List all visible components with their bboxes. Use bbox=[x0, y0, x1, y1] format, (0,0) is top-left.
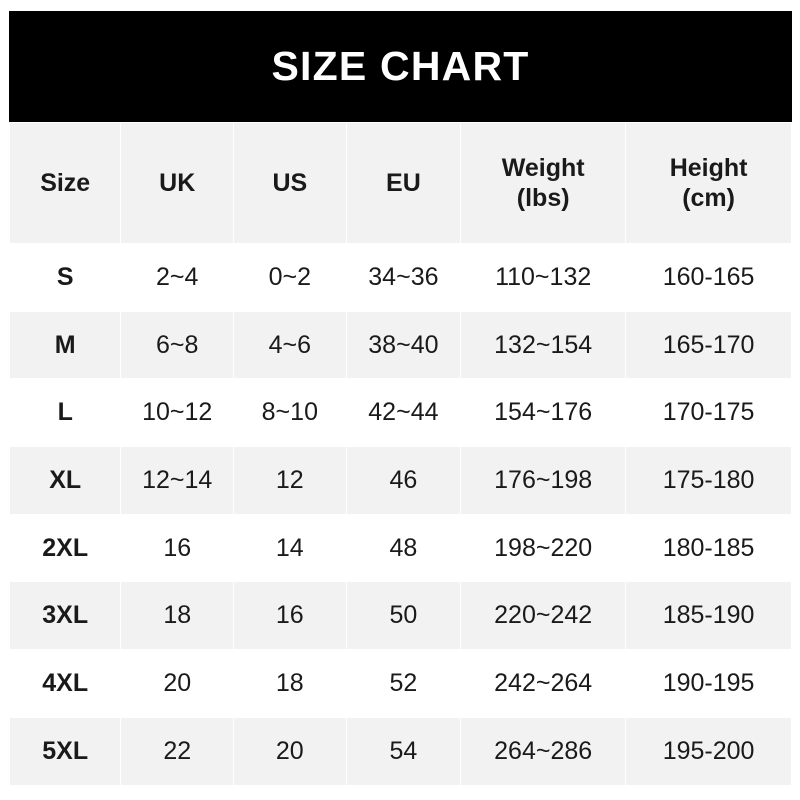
column-header-size-line1: Size bbox=[40, 168, 91, 197]
table-header-row: Size UK US EU Weight (lbs) Height (cm) bbox=[8, 122, 792, 244]
column-header-height-line1: Height bbox=[669, 153, 748, 182]
cell-weight: 264~286 bbox=[460, 716, 627, 786]
cell-size: 2XL bbox=[8, 513, 122, 583]
column-header-uk: UK bbox=[120, 122, 235, 244]
column-header-size: Size bbox=[8, 122, 122, 244]
cell-weight: 110~132 bbox=[460, 243, 627, 312]
cell-weight: 132~154 bbox=[460, 310, 627, 380]
cell-uk: 6~8 bbox=[120, 310, 235, 380]
cell-us: 4~6 bbox=[233, 310, 347, 380]
cell-uk: 20 bbox=[120, 649, 235, 718]
title-banner: SIZE CHART bbox=[9, 11, 792, 122]
column-header-eu: EU bbox=[345, 122, 462, 244]
column-header-weight-line2: (lbs) bbox=[516, 184, 570, 212]
cell-eu: 48 bbox=[345, 513, 462, 583]
cell-eu: 42~44 bbox=[345, 378, 462, 448]
cell-uk: 18 bbox=[120, 581, 235, 651]
cell-eu: 50 bbox=[345, 581, 462, 651]
cell-us: 8~10 bbox=[233, 378, 347, 448]
cell-us: 14 bbox=[233, 513, 347, 583]
cell-size: XL bbox=[8, 446, 122, 515]
cell-height: 180-185 bbox=[625, 513, 792, 583]
cell-us: 0~2 bbox=[233, 243, 347, 312]
table-row: 2XL 16 14 48 198~220 180-185 bbox=[8, 513, 792, 583]
column-header-eu-line1: EU bbox=[386, 168, 421, 197]
cell-uk: 10~12 bbox=[120, 378, 235, 448]
cell-eu: 52 bbox=[345, 649, 462, 718]
table-row: 5XL 22 20 54 264~286 195-200 bbox=[8, 716, 792, 786]
cell-us: 20 bbox=[233, 716, 347, 786]
cell-uk: 2~4 bbox=[120, 243, 235, 312]
cell-size: L bbox=[8, 378, 122, 448]
column-header-weight-line1: Weight bbox=[501, 153, 585, 182]
column-header-weight: Weight (lbs) bbox=[460, 122, 627, 244]
page-title: SIZE CHART bbox=[271, 43, 530, 89]
cell-height: 170-175 bbox=[625, 378, 792, 448]
table-row: L 10~12 8~10 42~44 154~176 170-175 bbox=[8, 378, 792, 448]
column-header-uk-line1: UK bbox=[159, 168, 196, 197]
cell-uk: 12~14 bbox=[120, 446, 235, 515]
column-header-height: Height (cm) bbox=[625, 122, 792, 244]
cell-uk: 22 bbox=[120, 716, 235, 786]
cell-size: 4XL bbox=[8, 649, 122, 718]
cell-size: 3XL bbox=[8, 581, 122, 651]
cell-size: S bbox=[8, 243, 122, 312]
cell-weight: 198~220 bbox=[460, 513, 627, 583]
cell-size: 5XL bbox=[8, 716, 122, 786]
cell-us: 18 bbox=[233, 649, 347, 718]
cell-size: M bbox=[8, 310, 122, 380]
cell-eu: 34~36 bbox=[345, 243, 462, 312]
cell-eu: 46 bbox=[345, 446, 462, 515]
cell-us: 12 bbox=[233, 446, 347, 515]
table-row: 3XL 18 16 50 220~242 185-190 bbox=[8, 581, 792, 651]
table-row: M 6~8 4~6 38~40 132~154 165-170 bbox=[8, 310, 792, 380]
size-chart-table: Size UK US EU Weight (lbs) Height (cm) bbox=[8, 122, 792, 786]
cell-weight: 220~242 bbox=[460, 581, 627, 651]
cell-eu: 38~40 bbox=[345, 310, 462, 380]
cell-uk: 16 bbox=[120, 513, 235, 583]
cell-height: 165-170 bbox=[625, 310, 792, 380]
column-header-us: US bbox=[233, 122, 347, 244]
table-row: XL 12~14 12 46 176~198 175-180 bbox=[8, 446, 792, 515]
cell-us: 16 bbox=[233, 581, 347, 651]
cell-weight: 154~176 bbox=[460, 378, 627, 448]
cell-weight: 176~198 bbox=[460, 446, 627, 515]
cell-weight: 242~264 bbox=[460, 649, 627, 718]
cell-height: 195-200 bbox=[625, 716, 792, 786]
cell-height: 160-165 bbox=[625, 243, 792, 312]
cell-height: 190-195 bbox=[625, 649, 792, 718]
cell-height: 175-180 bbox=[625, 446, 792, 515]
column-header-height-line2: (cm) bbox=[682, 184, 735, 212]
cell-height: 185-190 bbox=[625, 581, 792, 651]
table-row: S 2~4 0~2 34~36 110~132 160-165 bbox=[8, 243, 792, 312]
cell-eu: 54 bbox=[345, 716, 462, 786]
column-header-us-line1: US bbox=[272, 168, 308, 197]
table-row: 4XL 20 18 52 242~264 190-195 bbox=[8, 649, 792, 718]
